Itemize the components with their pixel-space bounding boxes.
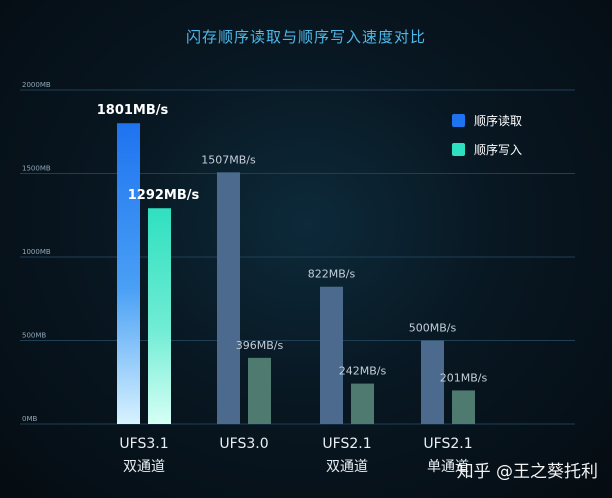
category-label: UFS3.0 <box>219 436 268 452</box>
y-tick-label: 2000MB <box>22 81 51 89</box>
write-bar-0 <box>148 208 171 424</box>
legend-label: 顺序写入 <box>474 142 522 157</box>
write-legend-swatch <box>452 143 465 156</box>
category-sublabel: 双通道 <box>326 459 368 475</box>
data-label: 242MB/s <box>339 365 387 378</box>
y-tick-label: 0MB <box>22 415 37 423</box>
category-label: UFS3.1 <box>119 436 168 452</box>
read-bar-1 <box>217 172 240 424</box>
read-bar-0 <box>117 123 140 424</box>
y-tick-label: 1000MB <box>22 248 51 256</box>
data-label: 1507MB/s <box>201 153 256 166</box>
read-bar-2 <box>320 286 343 424</box>
chart-title: 闪存顺序读取与顺序写入速度对比 <box>185 28 426 46</box>
category-label: UFS2.1 <box>322 436 371 452</box>
data-label: 500MB/s <box>409 322 457 335</box>
category-sublabel: 单通道 <box>427 459 469 475</box>
y-tick-label: 500MB <box>22 332 46 340</box>
watermark: 知乎 @王之葵托利 <box>456 462 598 482</box>
legend-label: 顺序读取 <box>474 113 522 128</box>
data-label: 1801MB/s <box>97 103 169 118</box>
write-bar-3 <box>452 390 475 424</box>
category-label: UFS2.1 <box>423 436 472 452</box>
data-label: 1292MB/s <box>128 188 200 203</box>
write-bar-1 <box>248 357 271 424</box>
read-legend-swatch <box>452 114 465 127</box>
category-sublabel: 双通道 <box>123 459 165 475</box>
read-bar-3 <box>421 340 444 424</box>
data-label: 822MB/s <box>308 268 356 281</box>
write-bar-2 <box>351 383 374 424</box>
y-tick-label: 1500MB <box>22 165 51 173</box>
data-label: 396MB/s <box>236 339 284 352</box>
data-label: 201MB/s <box>440 371 488 384</box>
